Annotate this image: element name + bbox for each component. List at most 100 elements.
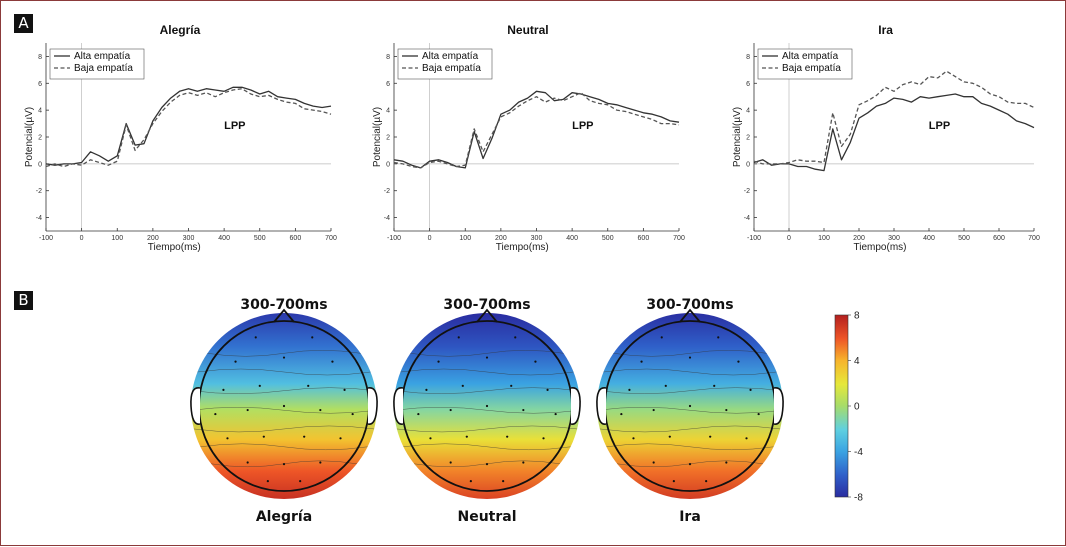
electrode <box>510 384 513 387</box>
colorbar: 8 4 0 -4 -8 <box>834 311 863 504</box>
x-tick-label: -100 <box>39 235 53 242</box>
nose-outline <box>679 308 701 323</box>
topomap-time-window: 300-700ms <box>240 297 327 313</box>
legend-label: Baja empatía <box>74 63 133 74</box>
x-tick-label: 600 <box>290 235 302 242</box>
electrode <box>522 408 525 412</box>
left-ear <box>393 387 404 425</box>
y-tick-label: -4 <box>36 215 42 222</box>
chart-title: Ira <box>878 23 893 37</box>
electrode <box>652 461 655 464</box>
x-tick-label: 700 <box>1028 235 1040 242</box>
electrode <box>282 404 286 408</box>
electrode <box>757 412 760 416</box>
topomap-3: 300-700ms Ira <box>596 297 784 525</box>
topomap-time-window: 300-700ms <box>646 297 733 313</box>
contour-line <box>400 368 574 376</box>
series-line-baja <box>753 70 1035 165</box>
series-line-alta <box>393 90 680 169</box>
contour-line <box>192 387 376 394</box>
electrode <box>246 408 249 412</box>
contour-line <box>603 368 777 376</box>
legend-label: Alta empatía <box>782 51 839 62</box>
electrode <box>449 408 452 412</box>
electrode <box>485 404 489 408</box>
y-tick-label: -2 <box>384 188 390 195</box>
electrode <box>749 388 752 391</box>
x-tick-label: 300 <box>183 235 195 242</box>
x-tick-label: 500 <box>958 235 970 242</box>
y-tick-label: 6 <box>38 81 42 88</box>
x-tick-label: 0 <box>80 235 84 242</box>
electrode <box>331 360 334 363</box>
x-tick-label: 300 <box>531 235 543 242</box>
x-tick-label: 500 <box>254 235 266 242</box>
electrode <box>449 461 452 464</box>
y-tick-label: -2 <box>744 188 750 195</box>
legend-label: Baja empatía <box>782 63 841 74</box>
electrode <box>319 408 322 412</box>
panel-label-b: B <box>14 291 33 310</box>
x-axis-title: Tiempo(ms) <box>148 242 201 253</box>
y-axis-title: Potencial(µV) <box>732 107 743 167</box>
colorbar-tick-label: -8 <box>854 493 863 504</box>
electrode <box>502 479 505 483</box>
electrode <box>688 463 692 466</box>
y-axis-title: Potencial(µV) <box>24 107 35 167</box>
electrode <box>534 360 537 363</box>
electrode <box>214 412 217 416</box>
electrode <box>461 384 464 387</box>
lpp-annotation: LPP <box>929 120 950 132</box>
y-tick-label: 2 <box>38 135 42 142</box>
contour-line <box>197 368 371 376</box>
electrode <box>457 336 460 339</box>
x-tick-label: 700 <box>325 235 337 242</box>
left-ear <box>190 387 201 425</box>
colorbar-gradient <box>834 314 849 498</box>
y-tick-label: 6 <box>386 81 390 88</box>
colorbar-tick-label: 0 <box>854 402 860 413</box>
contour-line <box>606 443 774 451</box>
electrode <box>709 435 712 438</box>
legend-box <box>757 48 853 80</box>
x-tick-label: 300 <box>888 235 900 242</box>
x-tick-label: 200 <box>495 235 507 242</box>
electrode <box>717 336 720 339</box>
y-tick-label: 4 <box>38 108 42 115</box>
electrode <box>522 461 525 464</box>
electrode <box>672 479 675 483</box>
topomap-1: 300-700ms Alegría <box>190 297 378 525</box>
contour-line <box>599 425 781 433</box>
electrode <box>226 437 229 440</box>
y-tick-label: -2 <box>36 188 42 195</box>
x-tick-label: 0 <box>787 235 791 242</box>
chart-1: -100 0 100 200 300 400 500 600 700 8 6 4 2 0 -2 -4 Alegr… <box>24 23 337 253</box>
y-tick-label: 6 <box>746 81 750 88</box>
chart-2: -100 0 100 200 300 400 500 600 700 8 6 4 2 0 -2 -4 Neutr… <box>372 23 685 253</box>
electrode <box>620 412 623 416</box>
electrode <box>725 408 728 412</box>
right-ear <box>773 387 784 425</box>
y-tick-label: 4 <box>746 108 750 115</box>
x-tick-label: 700 <box>673 235 685 242</box>
electrode <box>282 463 286 466</box>
contour-line <box>395 387 579 394</box>
contour-line <box>598 387 782 394</box>
x-tick-label: 0 <box>428 235 432 242</box>
colorbar-tick-label: 4 <box>854 356 860 367</box>
contour-line <box>410 350 564 357</box>
electrode <box>262 435 265 438</box>
electrode <box>688 404 692 408</box>
electrode <box>299 479 302 483</box>
electrode <box>417 412 420 416</box>
electrode <box>234 360 237 363</box>
contour-line <box>200 443 368 451</box>
electrode <box>485 463 489 466</box>
y-tick-label: 2 <box>746 135 750 142</box>
electrode <box>542 437 545 440</box>
nose-outline <box>476 308 498 323</box>
y-tick-label: 8 <box>38 54 42 61</box>
